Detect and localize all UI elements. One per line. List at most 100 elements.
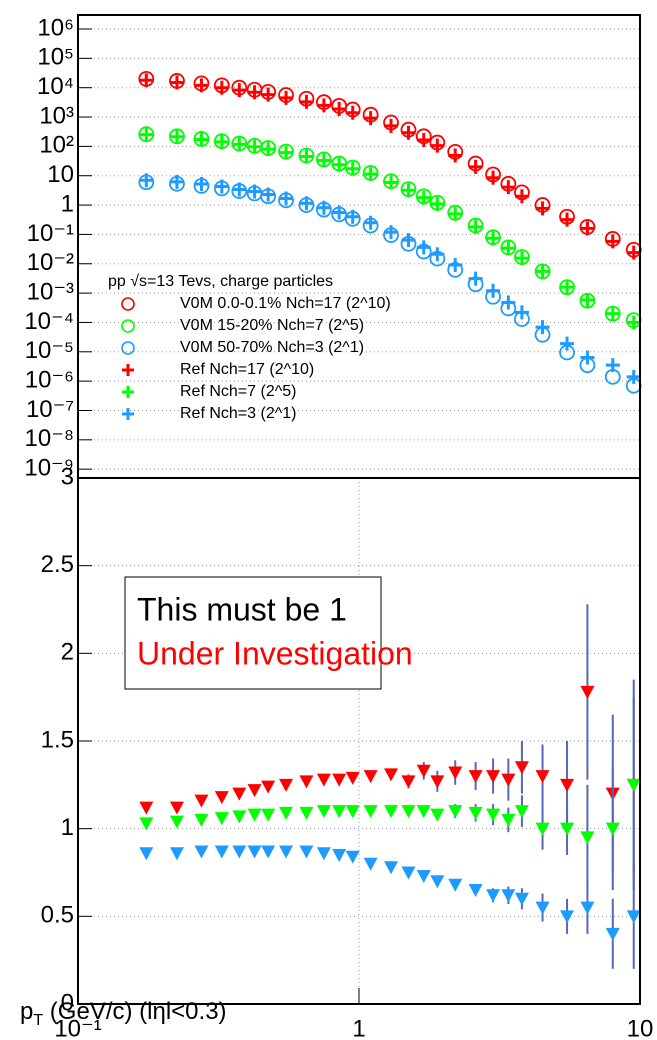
marker-cross: [345, 209, 360, 224]
marker-cross: [430, 138, 445, 153]
pad-background: [0, 15, 657, 478]
marker-cross: [247, 139, 262, 154]
x-label-main: p: [20, 998, 33, 1025]
marker-cross: [232, 182, 247, 197]
marker-cross: [580, 293, 595, 308]
y-tick-label: 3: [61, 463, 74, 490]
marker-triangle: [535, 901, 550, 915]
y-tick-label: 10⁻²: [27, 249, 74, 276]
marker-cross: [139, 73, 154, 88]
marker-cross: [416, 190, 431, 205]
marker-cross: [139, 173, 154, 188]
y-tick-label: 10⁻¹: [27, 220, 74, 247]
marker-triangle: [247, 808, 262, 822]
legend-label: V0M 0.0-0.1% Nch=17 (2^10): [180, 295, 391, 312]
marker-cross: [605, 306, 620, 321]
marker-triangle: [384, 768, 399, 782]
marker-cross: [486, 283, 501, 298]
marker-cross: [345, 161, 360, 176]
marker-cross: [514, 251, 529, 266]
marker-triangle: [401, 866, 416, 880]
marker-cross: [401, 183, 416, 198]
marker-triangle: [514, 892, 529, 906]
marker-triangle: [316, 847, 331, 861]
marker-cross: [316, 98, 331, 113]
marker-cross: [299, 149, 314, 164]
marker-cross: [448, 206, 463, 221]
legend-marker: [121, 341, 135, 355]
marker-triangle: [560, 910, 575, 924]
marker-triangle: [299, 775, 314, 789]
marker-cross: [214, 134, 229, 149]
marker-triangle: [501, 773, 516, 787]
marker-triangle: [514, 805, 529, 819]
y-tick-label: 10⁻³: [27, 278, 74, 305]
marker-triangle: [332, 805, 347, 819]
marker-triangle: [139, 847, 154, 861]
marker-triangle: [332, 848, 347, 862]
marker-triangle: [363, 857, 378, 871]
marker-cross: [363, 167, 378, 182]
marker-cross: [448, 148, 463, 163]
marker-cross: [139, 127, 154, 142]
marker-triangle: [416, 870, 431, 884]
y-tick-label: 1: [61, 814, 74, 841]
pad-background: [0, 478, 657, 1040]
marker-triangle: [332, 773, 347, 787]
marker-triangle: [169, 801, 184, 815]
legend-label: V0M 50-70% Nch=3 (2^1): [180, 339, 364, 356]
marker-cross: [580, 221, 595, 236]
marker-triangle: [580, 901, 595, 915]
marker-cross: [299, 196, 314, 211]
marker-cross: [169, 75, 184, 90]
annotation: Under Investigation: [137, 635, 413, 671]
marker-cross: [384, 225, 399, 240]
marker-cross: [514, 189, 529, 204]
legend-marker: [122, 364, 134, 376]
marker-triangle: [468, 806, 483, 820]
marker-triangle: [501, 813, 516, 827]
marker-triangle: [363, 805, 378, 819]
marker-cross: [535, 320, 550, 335]
marker-cross: [345, 105, 360, 120]
marker-triangle: [416, 764, 431, 778]
marker-cross: [232, 137, 247, 152]
marker-cross: [560, 212, 575, 227]
marker-triangle: [139, 801, 154, 815]
marker-triangle: [401, 805, 416, 819]
marker-cross: [430, 247, 445, 262]
marker-cross: [535, 264, 550, 279]
marker-cross: [363, 111, 378, 126]
marker-cross: [605, 358, 620, 373]
marker-triangle: [448, 878, 463, 892]
marker-triangle: [430, 808, 445, 822]
marker-triangle: [430, 775, 445, 789]
y-tick-label: 1: [61, 190, 74, 217]
marker-triangle: [299, 845, 314, 859]
marker-cross: [316, 153, 331, 168]
marker-triangle: [580, 685, 595, 699]
legend-label: Ref Nch=3 (2^1): [180, 405, 296, 422]
legend-label: Ref Nch=7 (2^5): [180, 383, 296, 400]
marker-cross: [332, 205, 347, 220]
marker-cross: [486, 231, 501, 246]
marker-triangle: [247, 845, 262, 859]
marker-triangle: [194, 794, 209, 808]
legend-title: pp √s=13 Tevs, charge particles: [108, 273, 333, 290]
marker-cross: [626, 369, 641, 384]
marker-triangle: [486, 770, 501, 784]
x-tick-label: 10: [627, 1015, 654, 1040]
marker-cross: [401, 233, 416, 248]
marker-triangle: [401, 775, 416, 789]
marker-triangle: [279, 845, 294, 859]
x-axis-label: pT (GeV/c) (lηl<0.3): [20, 998, 227, 1029]
marker-triangle: [261, 780, 276, 794]
marker-cross: [626, 245, 641, 260]
marker-triangle: [247, 784, 262, 798]
marker-triangle: [345, 805, 360, 819]
marker-cross: [384, 175, 399, 190]
x-label-rest: (GeV/c) (lηl<0.3): [43, 998, 226, 1025]
marker-cross: [194, 78, 209, 93]
marker-triangle: [261, 808, 276, 822]
